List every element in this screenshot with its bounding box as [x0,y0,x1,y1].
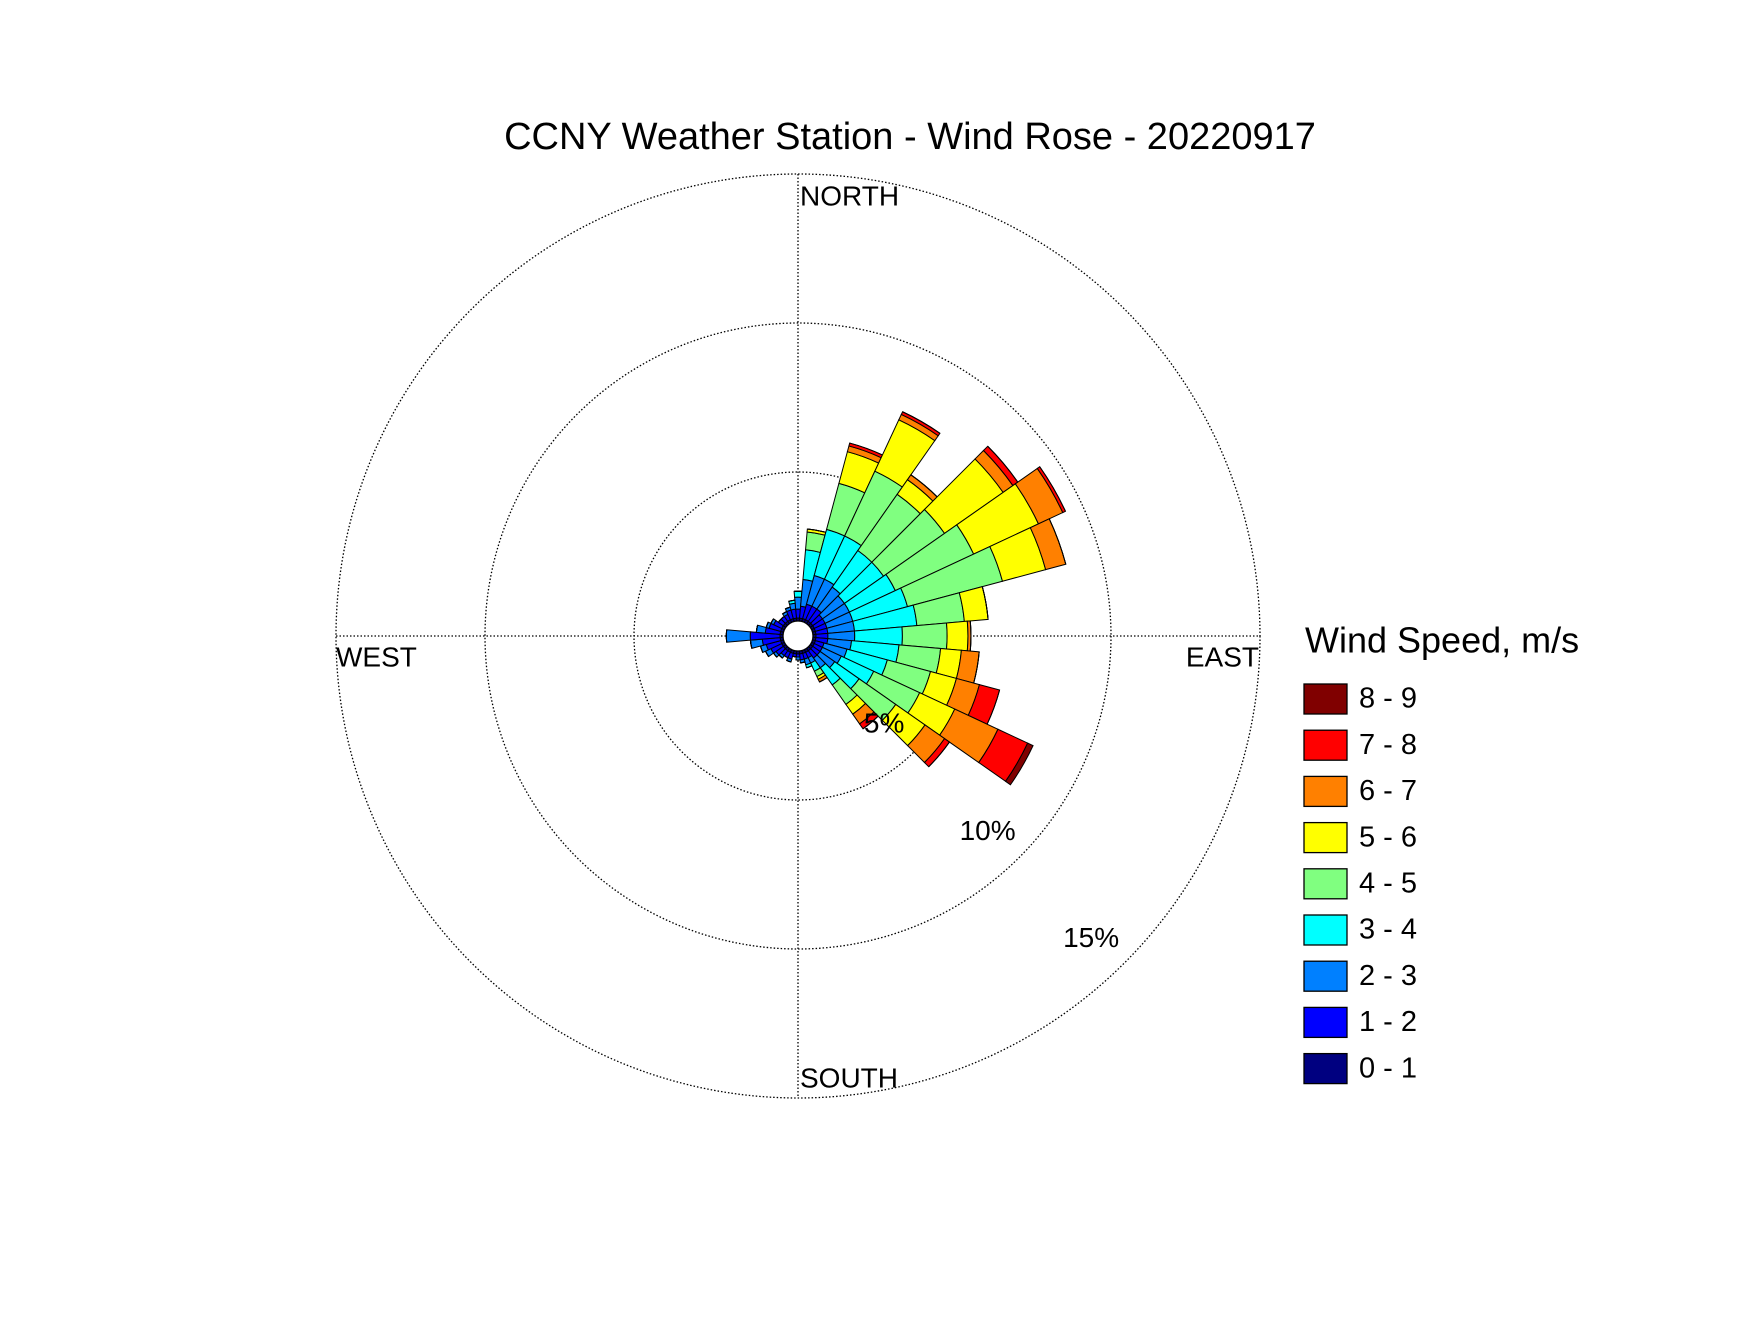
legend-label: 2 - 3 [1359,960,1417,992]
direction-label: EAST [1186,641,1259,672]
legend-swatch [1304,684,1347,714]
legend-swatch [1304,915,1347,945]
wedge [794,591,802,597]
legend-swatch [1304,823,1347,853]
legend-label: 7 - 8 [1359,729,1417,761]
legend-swatch [1304,730,1347,760]
legend-label: 1 - 2 [1359,1006,1417,1038]
legend-label: 8 - 9 [1359,683,1417,715]
ring-label: 15% [1063,922,1119,953]
legend-swatch [1304,776,1347,806]
legend-label: 4 - 5 [1359,867,1417,899]
center-hole [783,621,813,651]
legend-label: 6 - 7 [1359,775,1417,807]
wedge [726,630,750,642]
legend-label: 0 - 1 [1359,1052,1417,1084]
legend-swatch [1304,1007,1347,1037]
legend-label: 5 - 6 [1359,821,1417,853]
chart-title: CCNY Weather Station - Wind Rose - 20220… [504,116,1316,158]
wedge [947,621,968,651]
direction-label: NORTH [800,180,899,211]
ring-label: 10% [960,815,1016,846]
legend-swatch [1304,1054,1347,1084]
direction-label: WEST [336,641,417,672]
wedge [902,623,947,649]
legend-label: 3 - 4 [1359,914,1417,946]
ring-label: 5% [864,708,904,739]
legend: 0 - 1 1 - 2 2 - 3 3 - 4 4 - 5 5 - 6 6 - 7 7 - 8… [1304,683,1417,1085]
wedge [793,656,797,657]
legend-swatch [1304,961,1347,991]
wedge [756,625,766,633]
direction-label: SOUTH [800,1062,898,1093]
legend-swatch [1304,869,1347,899]
legend-title: Wind Speed, m/s [1305,620,1579,661]
